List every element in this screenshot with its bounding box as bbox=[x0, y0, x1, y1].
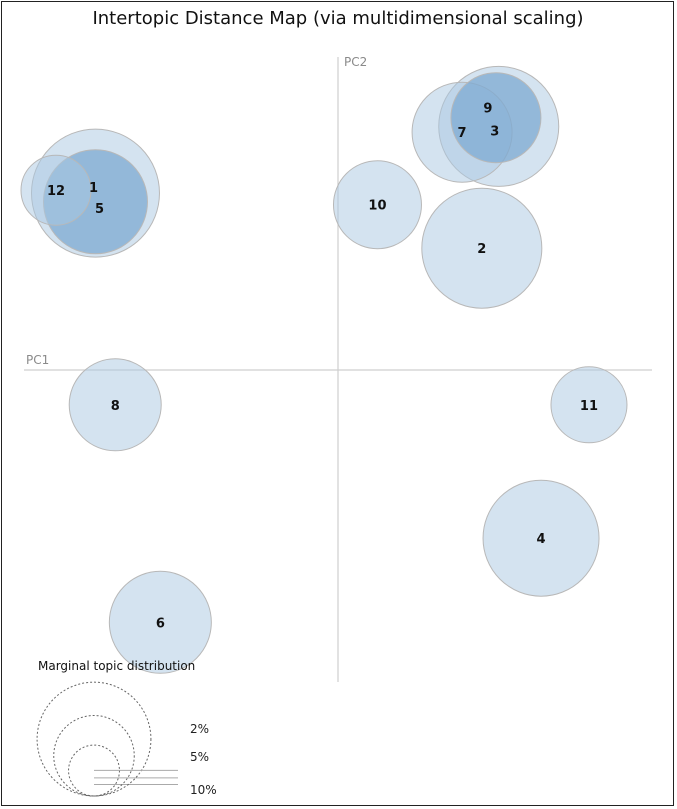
topic-label-4: 4 bbox=[537, 532, 546, 547]
topic-label-1: 1 bbox=[89, 181, 98, 196]
topic-label-6: 6 bbox=[156, 616, 165, 631]
chart-title: Intertopic Distance Map (via multidimens… bbox=[92, 8, 583, 29]
topic-label-10: 10 bbox=[368, 199, 386, 214]
topic-bubble-11[interactable] bbox=[550, 366, 628, 444]
legend-circles bbox=[36, 681, 178, 797]
topic-label-2: 2 bbox=[477, 242, 486, 257]
topic-labels: 1 5 12 7 9 3 10 2 8 11 4 6 bbox=[47, 102, 598, 632]
pc1-axis-label: PC1 bbox=[26, 353, 49, 367]
topic-bubble-4[interactable] bbox=[482, 479, 600, 597]
topic-bubble-6[interactable] bbox=[108, 570, 212, 674]
legend-labels: 2% 5% 10% bbox=[190, 722, 217, 797]
pc2-axis-label: PC2 bbox=[344, 55, 367, 69]
topic-label-7: 7 bbox=[458, 126, 467, 141]
topic-bubble-2[interactable] bbox=[421, 187, 543, 309]
topic-bubble-10[interactable] bbox=[332, 160, 422, 250]
topic-bubble-8[interactable] bbox=[68, 358, 162, 452]
topic-label-12: 12 bbox=[47, 184, 65, 199]
legend-label-2: 2% bbox=[190, 722, 209, 736]
topic-label-3: 3 bbox=[490, 124, 499, 139]
topic-label-11: 11 bbox=[580, 399, 598, 414]
legend-title: Marginal topic distribution bbox=[38, 659, 195, 673]
topic-label-9: 9 bbox=[483, 102, 492, 117]
topic-bubble-9[interactable] bbox=[450, 72, 542, 164]
topic-bubbles bbox=[20, 65, 628, 674]
topic-label-5: 5 bbox=[95, 202, 104, 217]
legend-circle-10 bbox=[36, 681, 152, 797]
topic-label-8: 8 bbox=[111, 399, 120, 414]
topic-bubble-12[interactable] bbox=[20, 154, 92, 226]
legend-label-10: 10% bbox=[190, 783, 217, 797]
legend-circle-5 bbox=[53, 715, 135, 797]
legend-label-5: 5% bbox=[190, 750, 209, 764]
legend: Marginal topic distribution 2% 5% 10% bbox=[36, 659, 217, 797]
